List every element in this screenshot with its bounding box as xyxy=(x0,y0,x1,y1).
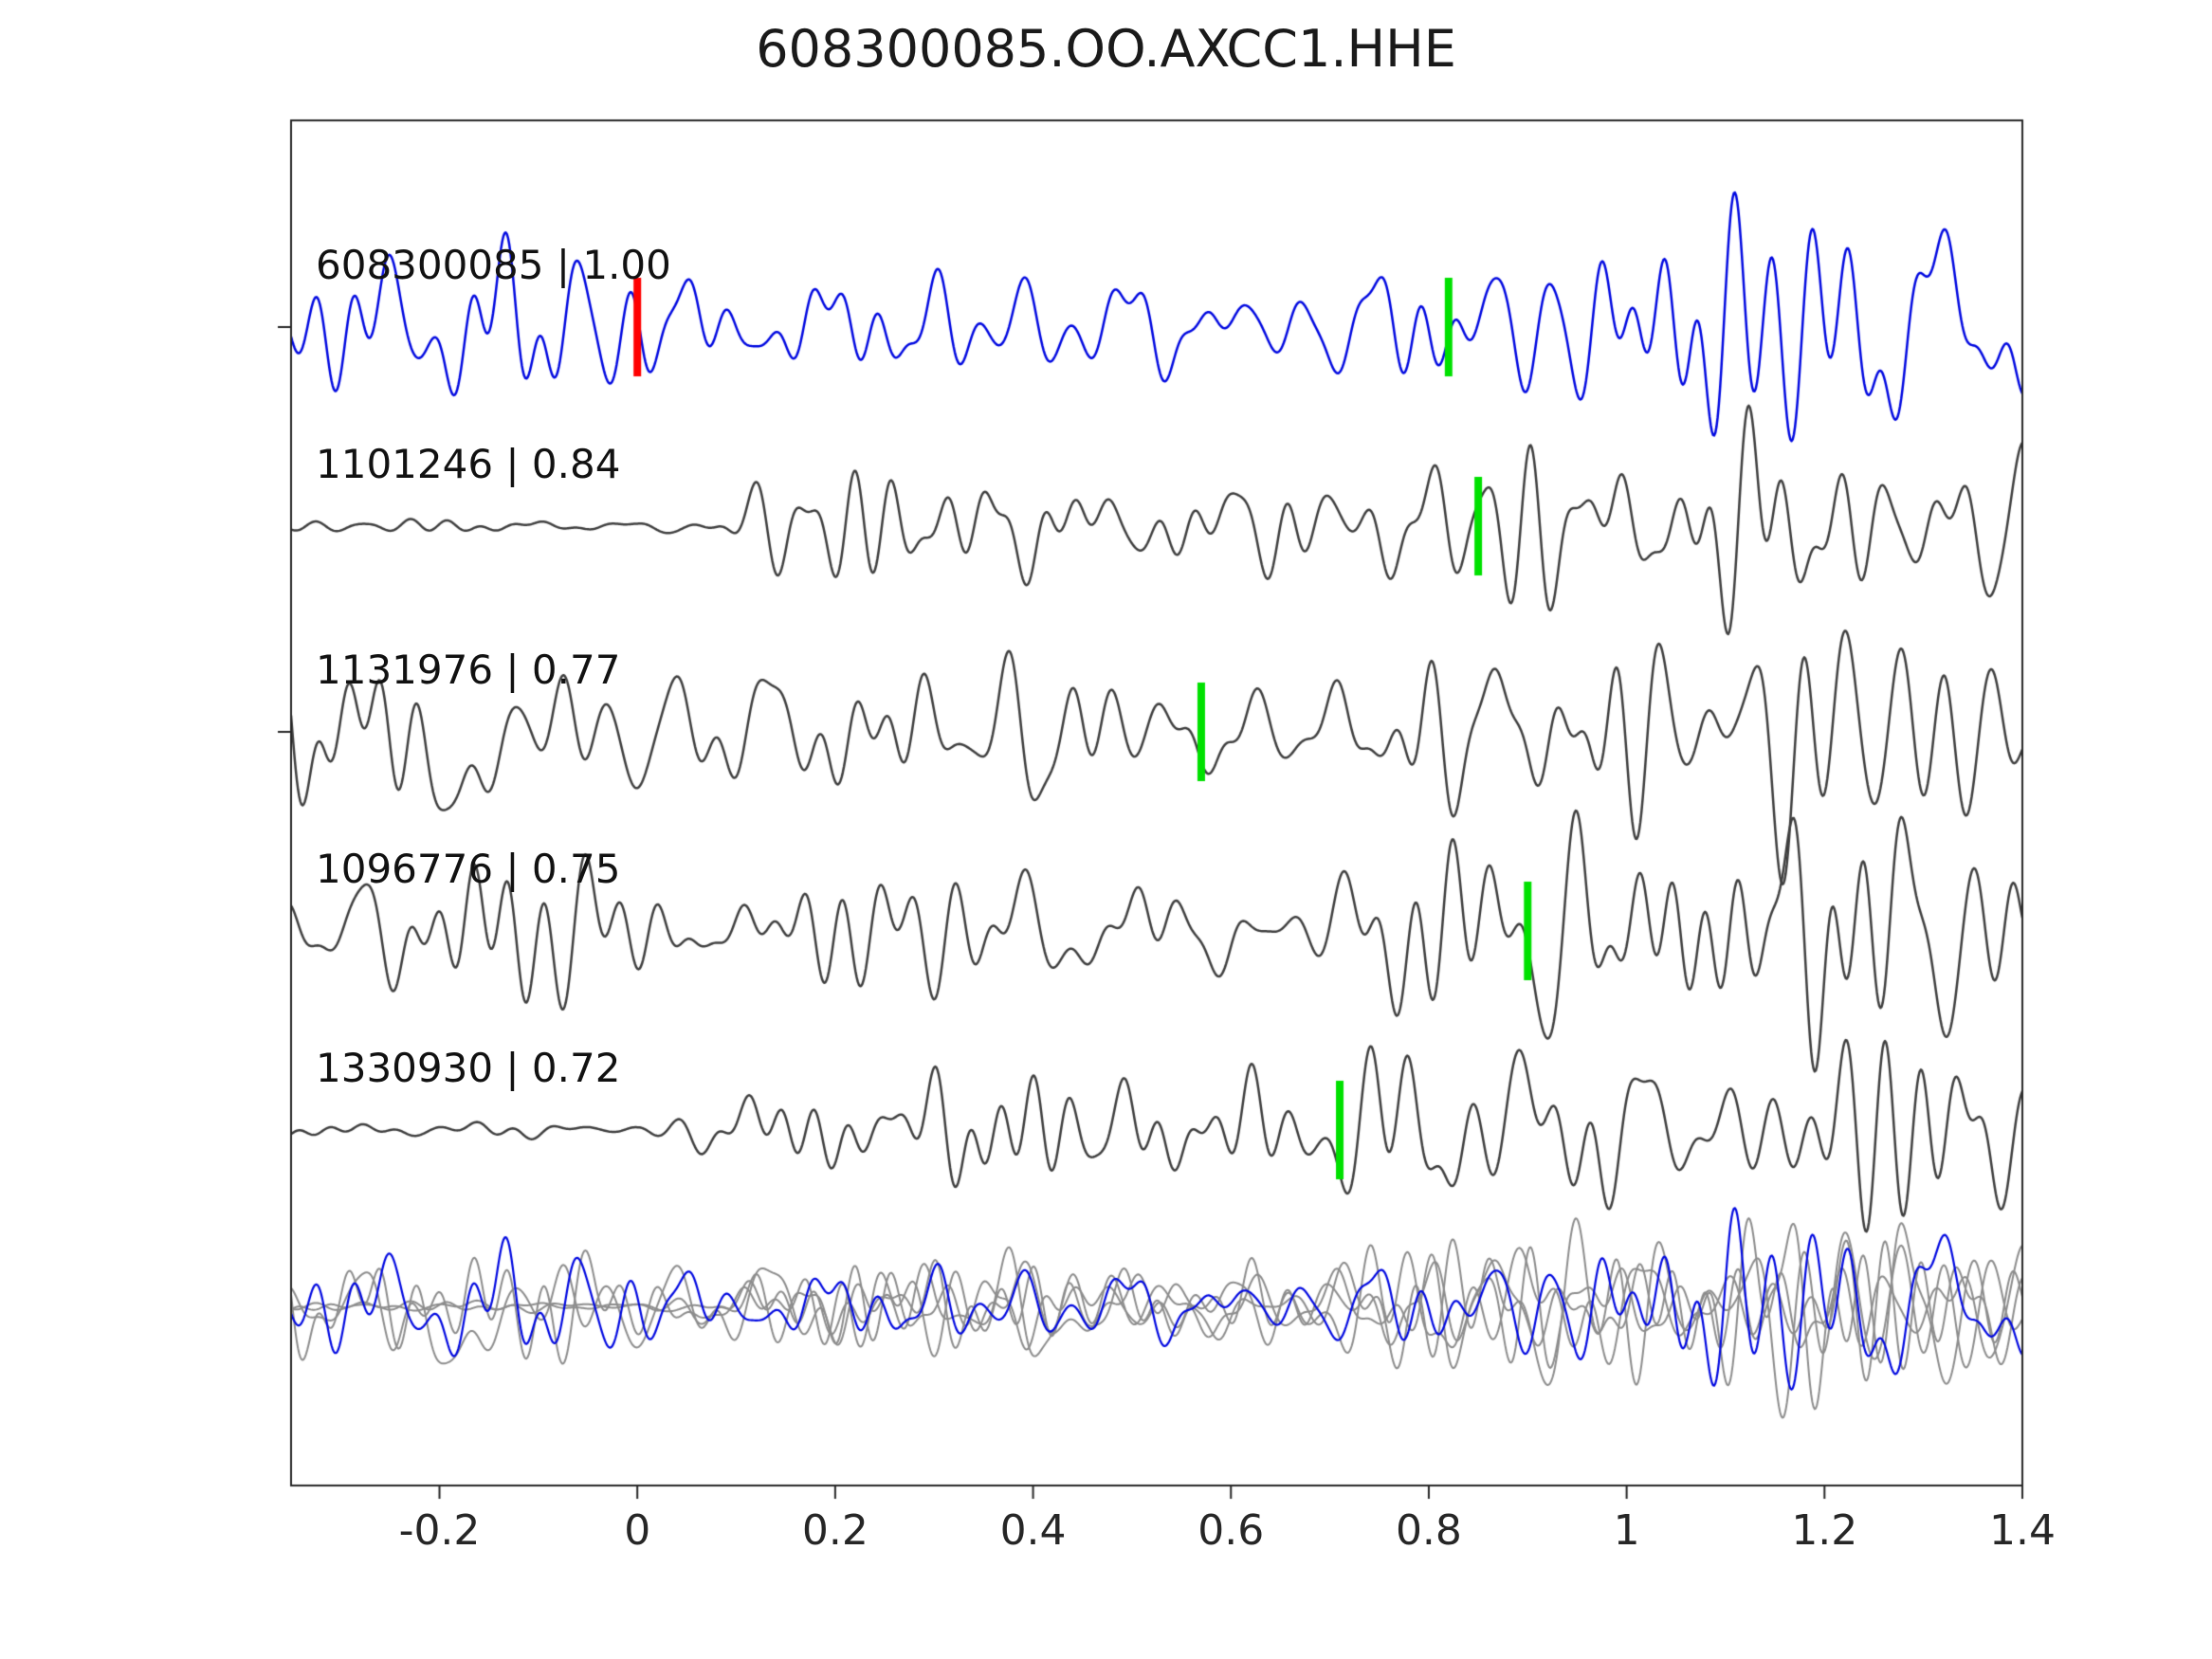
x-tick-label: 0.2 xyxy=(801,1506,868,1555)
x-tick-label: 0.4 xyxy=(999,1506,1067,1555)
x-tick-label: 1.2 xyxy=(1791,1506,1858,1555)
trace-label-1101246: 1101246 | 0.84 xyxy=(316,441,621,487)
x-tick-label: 1.4 xyxy=(1989,1506,2056,1555)
x-tick-label: 0.8 xyxy=(1395,1506,1462,1555)
x-tick-label: -0.2 xyxy=(398,1506,481,1555)
trace-label-1131976: 1131976 | 0.77 xyxy=(316,647,621,693)
x-tick-label: 1 xyxy=(1613,1506,1640,1555)
x-tick-label: 0.6 xyxy=(1197,1506,1265,1555)
x-tick-label: 0 xyxy=(624,1506,651,1555)
trace-label-1330930: 1330930 | 0.72 xyxy=(316,1045,621,1091)
trace-label-608300085: 608300085 | 1.00 xyxy=(316,242,671,288)
trace-label-1096776: 1096776 | 0.75 xyxy=(316,846,621,892)
